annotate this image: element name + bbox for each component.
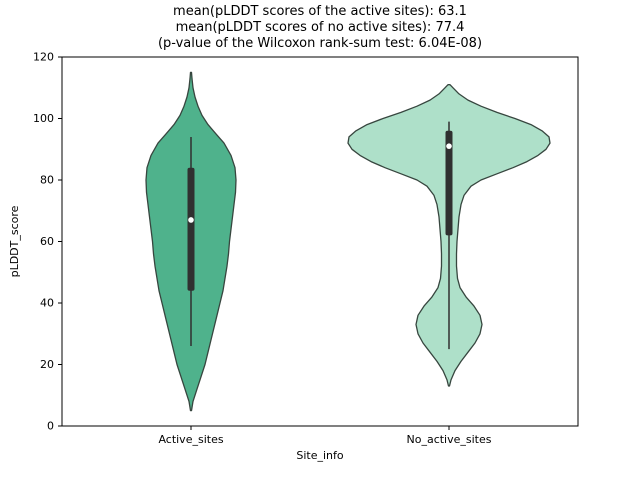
iqr-box — [445, 130, 453, 236]
plot-frame — [61, 56, 579, 427]
y-tick-label: 0 — [47, 420, 54, 433]
y-tick-label: 100 — [33, 112, 54, 125]
x-axis-label: Site_info — [296, 449, 344, 462]
median-dot — [188, 217, 194, 223]
chart-title-line-1: mean(pLDDT scores of the active sites): … — [173, 4, 467, 19]
boxplot-no-active-sites — [445, 121, 453, 350]
y-tick-label: 20 — [40, 358, 54, 371]
x-tick-label-active-sites: Active_sites — [158, 433, 223, 446]
x-tick-label-no-active-sites: No_active_sites — [407, 433, 492, 446]
median-dot — [446, 143, 452, 149]
chart-title: mean(pLDDT scores of the active sites): … — [0, 4, 640, 52]
iqr-box — [187, 167, 195, 291]
y-tick-label: 60 — [40, 235, 54, 248]
chart-title-line-2: mean(pLDDT scores of no active sites): 7… — [175, 20, 465, 35]
boxplot-active-sites — [187, 136, 195, 347]
y-tick-label: 40 — [40, 297, 54, 310]
y-axis-label: pLDDT_score — [8, 205, 21, 277]
y-tick-label: 120 — [33, 51, 54, 64]
y-tick-label: 80 — [40, 174, 54, 187]
chart-title-line-3: (p-value of the Wilcoxon rank-sum test: … — [157, 36, 483, 51]
